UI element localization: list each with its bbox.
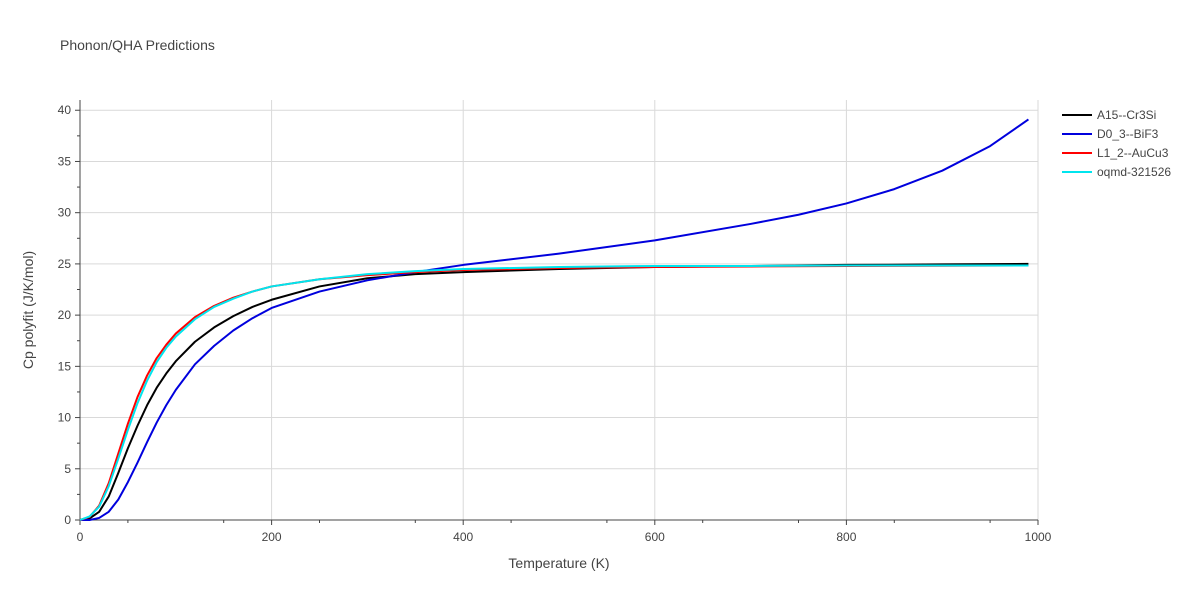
x-tick-label: 800 xyxy=(836,530,856,544)
y-tick-label: 35 xyxy=(58,154,72,168)
y-axis-title: Cp polyfit (J/K/mol) xyxy=(20,251,36,369)
x-tick-label: 1000 xyxy=(1025,530,1052,544)
y-tick-label: 30 xyxy=(58,206,72,220)
series-line-1 xyxy=(80,118,1029,521)
series-group xyxy=(79,118,1029,521)
y-tick-label: 15 xyxy=(58,359,72,373)
legend-item-1[interactable]: D0_3--BiF3 xyxy=(1062,127,1159,141)
y-tick-label: 10 xyxy=(58,411,72,425)
chart-title: Phonon/QHA Predictions xyxy=(60,37,215,53)
legend-label: oqmd-321526 xyxy=(1097,165,1171,179)
x-tick-label: 400 xyxy=(453,530,473,544)
axes: 0 200 400 600 800 1000 0 5 10 15 20 25 30 35 40 xyxy=(58,100,1052,544)
legend-label: D0_3--BiF3 xyxy=(1097,127,1159,141)
series-line-3 xyxy=(79,264,1029,521)
y-tick-label: 0 xyxy=(64,513,71,527)
x-axis-title: Temperature (K) xyxy=(508,555,609,571)
legend[interactable]: A15--Cr3Si D0_3--BiF3 L1_2--AuCu3 oqmd-3215… xyxy=(1062,108,1171,179)
legend-label: A15--Cr3Si xyxy=(1097,108,1156,122)
legend-item-2[interactable]: L1_2--AuCu3 xyxy=(1062,146,1169,160)
legend-item-0[interactable]: A15--Cr3Si xyxy=(1062,108,1156,122)
y-tick-label: 5 xyxy=(64,462,71,476)
x-tick-label: 600 xyxy=(645,530,665,544)
y-tick-label: 25 xyxy=(58,257,72,271)
x-tick-label: 0 xyxy=(77,530,84,544)
legend-item-3[interactable]: oqmd-321526 xyxy=(1062,165,1171,179)
x-tick-label: 200 xyxy=(262,530,282,544)
legend-label: L1_2--AuCu3 xyxy=(1097,146,1169,160)
grid xyxy=(80,100,1039,520)
y-tick-label: 40 xyxy=(58,103,72,117)
y-tick-label: 20 xyxy=(58,308,72,322)
